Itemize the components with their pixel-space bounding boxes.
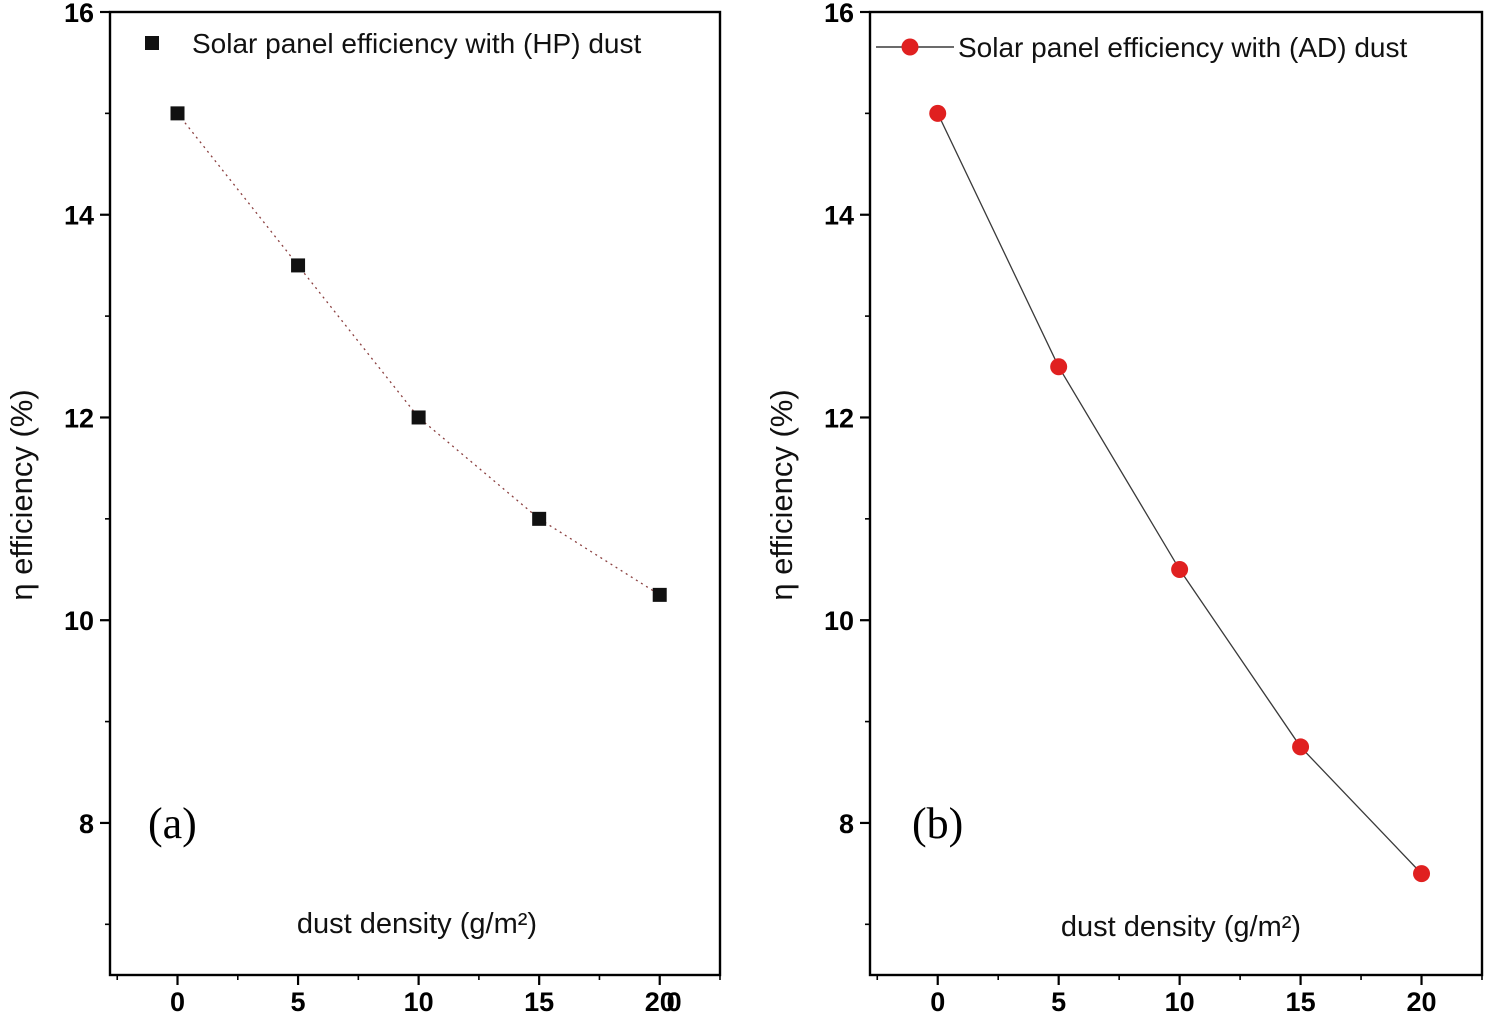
x-axis-label: dust density (g/m²) (297, 908, 537, 940)
x-tick-label: 5 (1051, 987, 1066, 1017)
x-axis-label: dust density (g/m²) (1061, 911, 1301, 943)
data-point-marker (1292, 738, 1310, 756)
x-tick-label: 20 (645, 987, 675, 1017)
data-point-marker (652, 587, 667, 602)
panel-label: (b) (912, 799, 963, 848)
data-point-marker (291, 258, 306, 273)
plot-frame (868, 10, 1484, 977)
y-tick-label: 14 (824, 201, 854, 231)
x-tick-label: 20 (1407, 987, 1437, 1017)
x-tick-label: 10 (404, 987, 434, 1017)
legend-marker (145, 36, 159, 50)
x-tick-label: 0 (930, 987, 945, 1017)
y-tick-label: 14 (64, 201, 94, 231)
series-line (177, 112, 661, 596)
x-tick-label: 15 (1286, 987, 1316, 1017)
data-point-marker (1050, 358, 1068, 376)
y-tick-label: 8 (79, 809, 94, 839)
plot-frame (108, 10, 722, 977)
x-extra-tick-label: 0 (667, 987, 682, 1017)
legend-label: Solar panel efficiency with (AD) dust (958, 32, 1407, 63)
y-axis-label: η efficiency (%) (4, 389, 39, 600)
data-point-marker (929, 104, 947, 122)
y-tick-label: 16 (824, 0, 854, 28)
data-point-marker (532, 511, 547, 526)
x-tick-label: 0 (170, 987, 185, 1017)
x-tick-label: 5 (291, 987, 306, 1017)
y-tick-label: 12 (64, 403, 94, 433)
legend-label: Solar panel efficiency with (HP) dust (192, 28, 641, 59)
legend-marker (901, 38, 919, 56)
y-axis-label: η efficiency (%) (764, 389, 799, 600)
y-tick-label: 10 (824, 606, 854, 636)
data-point-marker (1413, 865, 1431, 883)
data-point-marker (411, 410, 426, 425)
y-tick-label: 16 (64, 0, 94, 28)
y-tick-label: 12 (824, 403, 854, 433)
y-tick-label: 10 (64, 606, 94, 636)
y-tick-label: 8 (839, 809, 854, 839)
data-point-marker (1171, 561, 1189, 579)
x-tick-label: 15 (524, 987, 554, 1017)
chart-panel-b: 8 10 12 14 16 0 5 10 15 20 Solar panel efficiency … (764, 0, 1484, 1017)
data-point-marker (170, 106, 185, 121)
series-line (937, 113, 1422, 875)
panel-label: (a) (148, 799, 197, 848)
x-tick-label: 10 (1165, 987, 1195, 1017)
